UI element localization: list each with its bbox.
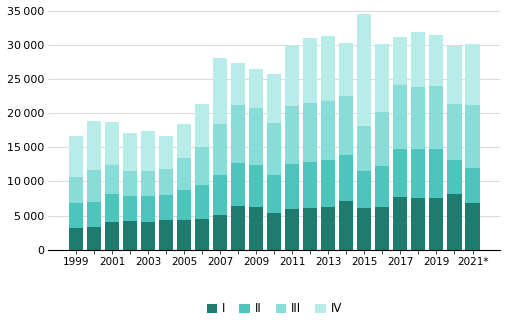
- Bar: [339, 96, 353, 155]
- Bar: [357, 14, 372, 126]
- Bar: [411, 149, 425, 198]
- Bar: [177, 220, 191, 250]
- Bar: [285, 209, 299, 250]
- Bar: [303, 103, 317, 162]
- Bar: [123, 196, 137, 221]
- Bar: [267, 74, 281, 124]
- Bar: [213, 124, 227, 175]
- Bar: [249, 69, 263, 108]
- Bar: [249, 165, 263, 207]
- Bar: [393, 84, 408, 149]
- Bar: [429, 149, 444, 198]
- Bar: [69, 203, 83, 228]
- Bar: [448, 104, 461, 160]
- Bar: [393, 197, 408, 250]
- Bar: [123, 221, 137, 250]
- Bar: [141, 131, 155, 171]
- Bar: [123, 133, 137, 171]
- Bar: [285, 107, 299, 164]
- Bar: [448, 46, 461, 104]
- Bar: [465, 168, 480, 203]
- Bar: [357, 126, 372, 171]
- Bar: [303, 208, 317, 250]
- Bar: [303, 38, 317, 103]
- Bar: [141, 222, 155, 250]
- Bar: [195, 219, 209, 250]
- Bar: [429, 198, 444, 250]
- Bar: [123, 171, 137, 196]
- Bar: [231, 163, 245, 206]
- Bar: [195, 104, 209, 147]
- Bar: [357, 171, 372, 208]
- Bar: [357, 208, 372, 250]
- Bar: [177, 124, 191, 157]
- Bar: [231, 105, 245, 163]
- Bar: [87, 170, 101, 202]
- Bar: [267, 175, 281, 213]
- Bar: [69, 136, 83, 177]
- Bar: [285, 45, 299, 107]
- Bar: [465, 44, 480, 105]
- Bar: [159, 136, 173, 169]
- Bar: [375, 207, 389, 250]
- Bar: [285, 164, 299, 209]
- Bar: [465, 203, 480, 250]
- Bar: [213, 175, 227, 215]
- Bar: [159, 195, 173, 220]
- Bar: [105, 222, 119, 250]
- Bar: [105, 194, 119, 222]
- Bar: [69, 228, 83, 250]
- Bar: [231, 63, 245, 105]
- Bar: [448, 194, 461, 250]
- Bar: [393, 149, 408, 197]
- Bar: [141, 171, 155, 196]
- Bar: [159, 220, 173, 250]
- Bar: [87, 202, 101, 227]
- Bar: [159, 169, 173, 195]
- Bar: [177, 157, 191, 190]
- Bar: [411, 87, 425, 149]
- Bar: [303, 162, 317, 208]
- Bar: [267, 124, 281, 175]
- Bar: [213, 215, 227, 250]
- Bar: [87, 121, 101, 170]
- Bar: [448, 160, 461, 194]
- Bar: [393, 37, 408, 84]
- Bar: [321, 36, 335, 101]
- Bar: [231, 206, 245, 250]
- Bar: [105, 122, 119, 165]
- Bar: [249, 108, 263, 165]
- Bar: [195, 185, 209, 219]
- Legend: I, II, III, IV: I, II, III, IV: [202, 298, 347, 320]
- Bar: [177, 190, 191, 220]
- Bar: [195, 147, 209, 185]
- Bar: [321, 207, 335, 250]
- Bar: [375, 166, 389, 207]
- Bar: [321, 101, 335, 160]
- Bar: [375, 44, 389, 112]
- Bar: [249, 207, 263, 250]
- Bar: [213, 58, 227, 124]
- Bar: [339, 155, 353, 201]
- Bar: [411, 198, 425, 250]
- Bar: [339, 43, 353, 96]
- Bar: [87, 227, 101, 250]
- Bar: [411, 32, 425, 87]
- Bar: [465, 105, 480, 168]
- Bar: [339, 201, 353, 250]
- Bar: [69, 177, 83, 203]
- Bar: [429, 35, 444, 86]
- Bar: [429, 86, 444, 149]
- Bar: [267, 213, 281, 250]
- Bar: [141, 196, 155, 222]
- Bar: [321, 160, 335, 207]
- Bar: [375, 112, 389, 166]
- Bar: [105, 165, 119, 194]
